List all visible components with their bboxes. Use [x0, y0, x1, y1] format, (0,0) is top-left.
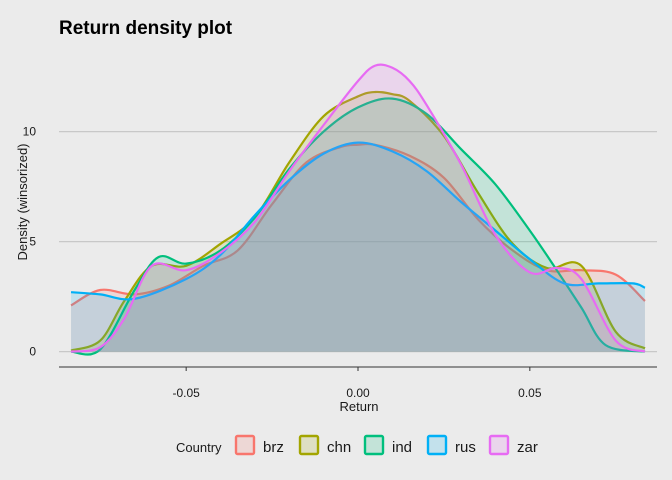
- legend-key-zar: [488, 434, 510, 456]
- legend: Country brz chn ind rus zar: [176, 434, 538, 456]
- x-axis-title: Return: [339, 399, 378, 414]
- legend-key-chn: [298, 434, 320, 456]
- legend-label-brz: brz: [263, 439, 284, 456]
- legend-key-brz: [234, 434, 256, 456]
- density-fill-brz: [71, 143, 645, 352]
- x-axis-ticks: -0.05 0.00 0.05: [172, 367, 542, 400]
- x-tick-label: -0.05: [172, 386, 200, 400]
- plot-areas: [70, 63, 646, 356]
- legend-label-zar: zar: [517, 439, 538, 456]
- density-line-ind: [70, 97, 646, 356]
- y-tick-label: 0: [29, 345, 36, 359]
- legend-title: Country: [176, 440, 222, 455]
- grid: [59, 130, 657, 353]
- y-tick-label: 10: [23, 125, 37, 139]
- y-axis-title: Density (winsorized): [15, 143, 30, 260]
- legend-label-rus: rus: [455, 439, 476, 456]
- y-axis-ticks: 0 5 10: [23, 125, 37, 359]
- density-fill-rus: [71, 142, 645, 352]
- x-tick-label: 0.05: [518, 386, 542, 400]
- legend-label-ind: ind: [392, 439, 412, 456]
- density-fill-chn: [71, 91, 645, 352]
- y-tick-label: 5: [29, 235, 36, 249]
- density-fill-ind: [71, 98, 645, 355]
- density-line-rus: [70, 141, 646, 301]
- density-fill-zar: [71, 64, 645, 352]
- legend-label-chn: chn: [327, 439, 351, 456]
- density-line-zar: [70, 63, 646, 353]
- legend-key-ind: [363, 434, 385, 456]
- chart-title: Return density plot: [59, 18, 233, 39]
- legend-key-rus: [426, 434, 448, 456]
- x-tick-label: 0.00: [346, 386, 370, 400]
